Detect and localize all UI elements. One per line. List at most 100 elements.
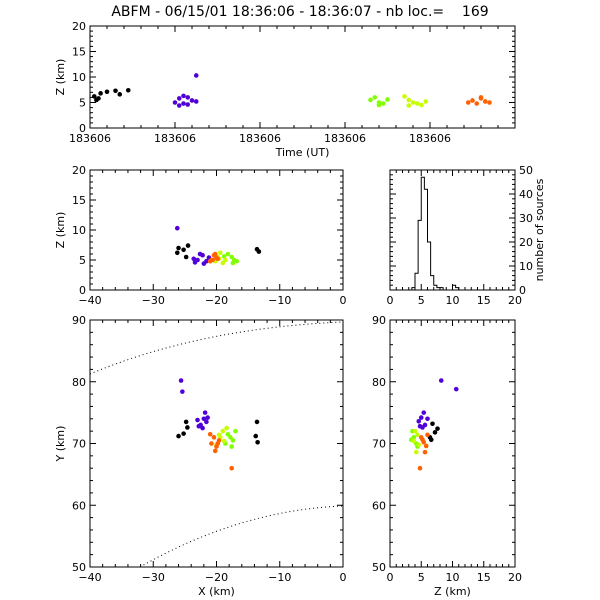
time-series-2-point	[372, 95, 378, 100]
zy-series-1-point	[417, 423, 423, 429]
hist-x-tick-label: 0	[387, 294, 394, 307]
time-series-1-point	[189, 98, 195, 103]
hist-y-axis-label: number of sources	[533, 178, 546, 281]
xz-series-1-point	[191, 256, 197, 262]
hist-y-tick-label: 0	[519, 284, 526, 297]
xz-x-tick-label: −20	[205, 294, 228, 307]
time-series-0-point	[125, 87, 131, 93]
time-x-tick-label: 183606	[154, 132, 196, 145]
time-series-3-point	[419, 102, 424, 108]
zy-series-0-point	[432, 430, 438, 435]
xy-y-tick-label: 80	[72, 376, 86, 389]
xz-series-0-point	[176, 245, 181, 251]
zy-series-0-point	[430, 421, 435, 427]
zy-x-tick-label: 20	[508, 571, 522, 584]
time-series-1-point	[176, 96, 182, 101]
xy-y-tick-label: 90	[72, 314, 86, 327]
xy-x-tick-label: −20	[205, 571, 228, 584]
hist-y-tick-label: 40	[519, 188, 533, 201]
zy-x-tick-label: 0	[387, 571, 394, 584]
xz-series-0-point	[185, 243, 191, 248]
xy-series-1-point	[178, 378, 184, 383]
xy-y-tick-label: 60	[72, 499, 86, 512]
time-series-4-point	[487, 100, 492, 105]
zy-series-1-point	[453, 386, 459, 392]
xz-series-4-point	[215, 256, 221, 262]
zy-y-tick-label: 90	[372, 314, 386, 327]
zy-series-3-point	[413, 449, 419, 455]
xz-series-0-point	[174, 250, 180, 256]
time-series-3-point	[423, 99, 429, 104]
xy-series-1-point	[202, 410, 208, 415]
time-series-1-point	[181, 101, 186, 106]
zy-plot-frame	[389, 319, 516, 568]
hist-y-tick-label: 20	[519, 236, 533, 249]
xy-x-tick-label: −10	[268, 571, 291, 584]
xz-series-1-point	[201, 261, 207, 266]
zy-series-3-point	[416, 442, 422, 448]
hist-y-tick-label: 10	[519, 260, 533, 273]
xy-series-4-point	[207, 431, 213, 437]
time-series-2-point	[380, 101, 386, 106]
xy-series-1-point	[180, 389, 185, 394]
xz-y-tick-label: 0	[79, 284, 86, 297]
time-x-tick-label: 183606	[324, 132, 366, 145]
xz-plot-frame	[89, 169, 344, 291]
xz-series-2-point	[229, 254, 234, 260]
zy-series-0-point	[428, 437, 434, 443]
time-y-axis-label: Z (km)	[54, 59, 67, 96]
xy-series-1-point	[195, 417, 200, 423]
xz-series-2-point	[225, 251, 231, 257]
time-x-tick-label: 183606	[239, 132, 281, 145]
time-y-tick-label: 0	[79, 122, 86, 135]
zy-series-0-point	[435, 426, 440, 431]
time-series-4-point	[465, 100, 471, 105]
zy-series-4-point	[425, 432, 430, 438]
zy-series-3-point	[415, 432, 420, 438]
time-plot-frame	[89, 25, 516, 129]
xz-series-0-point	[181, 247, 186, 253]
xz-series-3-point	[223, 257, 228, 263]
zy-series-1-point	[425, 416, 430, 422]
zy-series-3-point	[411, 438, 417, 444]
time-series-1-point	[176, 103, 182, 108]
zy-y-tick-label: 70	[372, 438, 386, 451]
zy-y-tick-label: 80	[372, 376, 386, 389]
time-series-3-point	[402, 94, 407, 99]
time-series-1-point	[172, 100, 178, 105]
time-y-tick-label: 5	[79, 97, 86, 110]
time-series-3-point	[410, 100, 416, 105]
xy-series-2-point	[229, 444, 234, 449]
time-series-2-point	[368, 97, 373, 103]
xy-series-1-point	[201, 416, 207, 422]
xy-range-arc-outer	[89, 321, 344, 375]
xy-series-4-point	[215, 441, 221, 446]
zy-series-4-point	[422, 449, 428, 455]
zy-series-3-point	[412, 428, 418, 434]
time-series-1-point	[193, 73, 199, 78]
xz-series-0-point	[183, 254, 189, 260]
xz-series-3-point	[217, 250, 223, 256]
time-series-2-point	[376, 102, 382, 108]
hist-x-tick-label: 15	[477, 294, 491, 307]
chart-title: ABFM - 06/15/01 18:36:06 - 18:36:07 - nb…	[111, 4, 489, 20]
zy-series-4-point	[420, 437, 425, 443]
xz-y-tick-label: 5	[79, 254, 86, 267]
hist-plot-frame	[389, 169, 516, 291]
time-series-3-point	[406, 103, 412, 108]
time-y-tick-label: 20	[72, 20, 86, 33]
xz-x-tick-label: −30	[142, 294, 165, 307]
time-series-1-point	[181, 93, 186, 99]
time-series-1-point	[193, 99, 199, 104]
xz-series-1-point	[192, 260, 198, 265]
xy-x-axis-label: X (km)	[198, 585, 235, 598]
xy-x-tick-label: −40	[78, 571, 101, 584]
xy-series-2-point	[230, 438, 236, 443]
xy-series-0-point	[183, 419, 189, 425]
xy-x-tick-label: 0	[340, 571, 347, 584]
xz-x-tick-label: 0	[340, 294, 347, 307]
hist-x-tick-label: 5	[418, 294, 425, 307]
time-x-tick-label: 183606	[409, 132, 451, 145]
xz-series-0-point	[256, 249, 262, 254]
time-series-3-point	[414, 101, 420, 106]
